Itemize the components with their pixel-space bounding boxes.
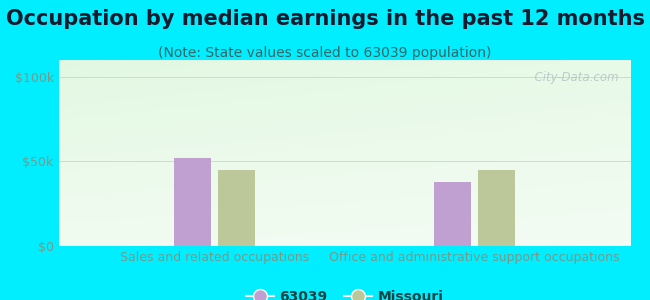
Bar xyxy=(434,182,471,246)
Bar xyxy=(174,158,211,246)
Text: Occupation by median earnings in the past 12 months: Occupation by median earnings in the pas… xyxy=(5,9,645,29)
Bar xyxy=(218,170,255,246)
Bar xyxy=(478,170,515,246)
Text: (Note: State values scaled to 63039 population): (Note: State values scaled to 63039 popu… xyxy=(159,46,491,61)
Text: City-Data.com: City-Data.com xyxy=(527,71,619,84)
Legend: 63039, Missouri: 63039, Missouri xyxy=(240,285,448,300)
